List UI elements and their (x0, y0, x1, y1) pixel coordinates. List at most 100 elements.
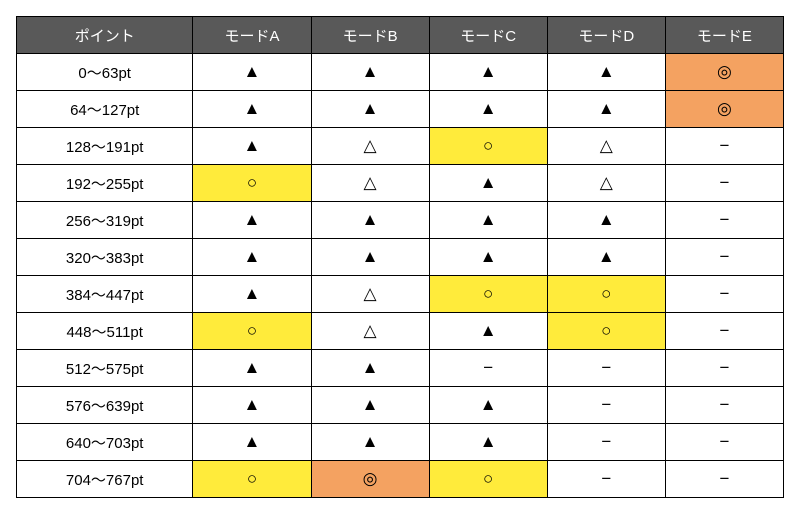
mode-cell: ▲ (193, 387, 311, 424)
mode-cell: △ (547, 165, 665, 202)
symbol-filled_tri: ▲ (480, 173, 497, 192)
mode-cell: △ (311, 128, 429, 165)
symbol-open_tri: △ (364, 284, 377, 303)
mode-cell: ▲ (429, 54, 547, 91)
symbol-filled_tri: ▲ (480, 210, 497, 229)
mode-cell: ○ (193, 313, 311, 350)
symbol-circle: ○ (483, 469, 493, 488)
symbol-filled_tri: ▲ (244, 62, 261, 81)
table-row: 64〜127pt▲▲▲▲◎ (17, 91, 784, 128)
mode-cell: − (665, 424, 783, 461)
table-row: 192〜255pt ○ △ ▲ △ − (17, 165, 784, 202)
mode-cell: ▲ (429, 387, 547, 424)
symbol-dash: − (601, 469, 611, 488)
symbol-circle: ○ (483, 284, 493, 303)
symbol-filled_tri: ▲ (244, 395, 261, 414)
point-range-cell: 320〜383pt (17, 239, 193, 276)
symbol-filled_tri: ▲ (244, 432, 261, 451)
mode-cell: ○ (429, 276, 547, 313)
point-range-cell: 512〜575pt (17, 350, 193, 387)
symbol-dash: − (719, 210, 729, 229)
symbol-double_circle: ◎ (363, 469, 378, 488)
mode-cell: − (547, 350, 665, 387)
mode-cell: △ (311, 313, 429, 350)
symbol-circle: ○ (247, 321, 257, 340)
symbol-circle: ○ (247, 469, 257, 488)
point-range-cell: 64〜127pt (17, 91, 193, 128)
symbol-filled_tri: ▲ (598, 62, 615, 81)
symbol-filled_tri: ▲ (244, 284, 261, 303)
mode-cell: ◎ (665, 54, 783, 91)
point-range-cell: 192〜255pt (17, 165, 193, 202)
table-row: 576〜639pt▲▲▲−− (17, 387, 784, 424)
symbol-filled_tri: ▲ (362, 432, 379, 451)
symbol-filled_tri: ▲ (362, 247, 379, 266)
mode-cell: ▲ (193, 128, 311, 165)
symbol-dash: − (719, 173, 729, 192)
point-range-cell: 448〜511pt (17, 313, 193, 350)
symbol-circle: ○ (601, 284, 611, 303)
mode-cell: − (665, 461, 783, 498)
table-row: 704〜767pt○◎○−− (17, 461, 784, 498)
symbol-open_tri: △ (364, 173, 377, 192)
symbol-open_tri: △ (600, 173, 613, 192)
mode-cell: − (547, 461, 665, 498)
symbol-filled_tri: ▲ (480, 62, 497, 81)
symbol-filled_tri: ▲ (362, 62, 379, 81)
mode-cell: ▲ (311, 91, 429, 128)
symbol-circle: ○ (483, 136, 493, 155)
symbol-filled_tri: ▲ (480, 247, 497, 266)
symbol-filled_tri: ▲ (244, 136, 261, 155)
symbol-filled_tri: ▲ (244, 358, 261, 377)
header-mode: モードC (429, 17, 547, 54)
symbol-filled_tri: ▲ (362, 99, 379, 118)
mode-cell: − (547, 387, 665, 424)
mode-cell: ▲ (429, 239, 547, 276)
mode-cell: ▲ (193, 350, 311, 387)
mode-cell: ▲ (193, 54, 311, 91)
mode-cell: ○ (193, 461, 311, 498)
mode-cell: ○ (547, 313, 665, 350)
symbol-dash: − (719, 284, 729, 303)
symbol-circle: ○ (601, 321, 611, 340)
mode-cell: ▲ (429, 91, 547, 128)
point-range-cell: 576〜639pt (17, 387, 193, 424)
mode-cell: △ (547, 128, 665, 165)
symbol-filled_tri: ▲ (362, 395, 379, 414)
mode-cell: − (665, 350, 783, 387)
table-body: 0〜63pt▲▲▲▲◎64〜127pt▲▲▲▲◎128〜191pt▲△○△−19… (17, 54, 784, 498)
point-range-cell: 128〜191pt (17, 128, 193, 165)
table-row: 512〜575pt ▲ ▲ − − − (17, 350, 784, 387)
points-mode-table-container: ポイントモードAモードBモードCモードDモードE 0〜63pt▲▲▲▲◎64〜1… (16, 16, 784, 498)
symbol-filled_tri: ▲ (480, 99, 497, 118)
table-row: 384〜447pt▲△○○− (17, 276, 784, 313)
symbol-filled_tri: ▲ (598, 99, 615, 118)
mode-cell: ▲ (429, 313, 547, 350)
symbol-dash: − (719, 432, 729, 451)
symbol-dash: − (719, 321, 729, 340)
symbol-filled_tri: ▲ (244, 210, 261, 229)
header-mode: モードD (547, 17, 665, 54)
symbol-filled_tri: ▲ (244, 99, 261, 118)
mode-cell: − (665, 239, 783, 276)
mode-cell: − (665, 387, 783, 424)
table-row: 256〜319pt▲▲▲▲− (17, 202, 784, 239)
symbol-filled_tri: ▲ (598, 247, 615, 266)
mode-cell: ▲ (429, 165, 547, 202)
mode-cell: ▲ (193, 239, 311, 276)
mode-cell: ▲ (311, 387, 429, 424)
symbol-filled_tri: ▲ (362, 210, 379, 229)
symbol-open_tri: △ (364, 136, 377, 155)
mode-cell: − (665, 276, 783, 313)
mode-cell: ▲ (547, 54, 665, 91)
mode-cell: ▲ (311, 202, 429, 239)
mode-cell: ○ (429, 128, 547, 165)
symbol-dash: − (601, 432, 611, 451)
symbol-filled_tri: ▲ (244, 247, 261, 266)
symbol-circle: ○ (247, 173, 257, 192)
mode-cell: ▲ (193, 424, 311, 461)
symbol-dash: − (719, 358, 729, 377)
symbol-filled_tri: ▲ (362, 358, 379, 377)
symbol-dash: − (483, 358, 493, 377)
mode-cell: ○ (547, 276, 665, 313)
